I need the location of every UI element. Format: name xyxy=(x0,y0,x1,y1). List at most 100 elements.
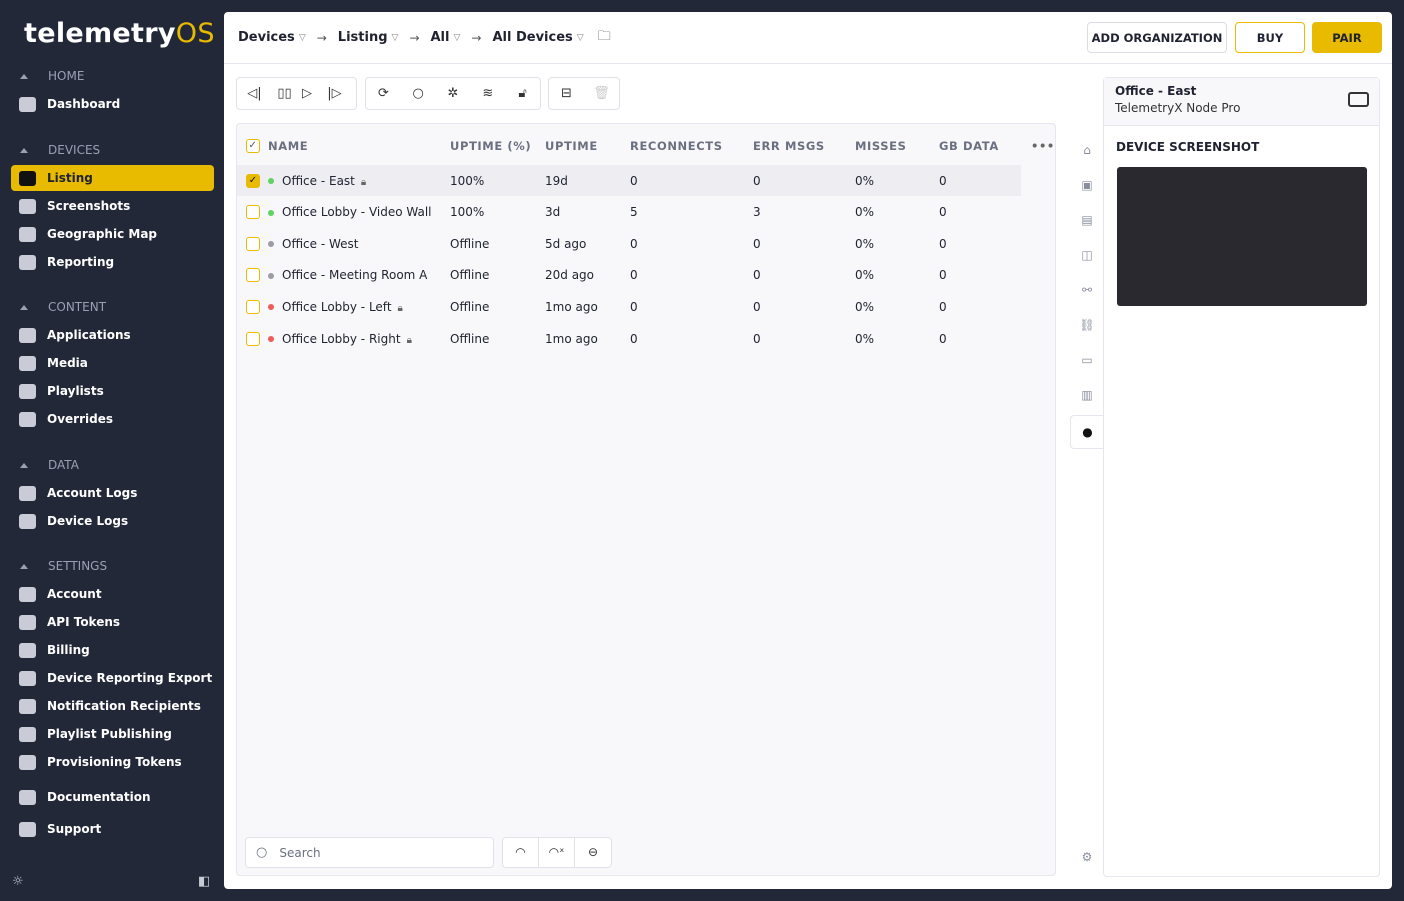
sidebar-item-provisioning-tokens[interactable]: Provisioning Tokens xyxy=(11,749,214,775)
device-name: Office Lobby - Right xyxy=(282,331,401,346)
buy-button[interactable]: BUY xyxy=(1235,22,1305,53)
column-name[interactable]: NAME xyxy=(268,138,309,153)
device-screenshot[interactable] xyxy=(1117,167,1367,306)
gear-icon[interactable]: ⚙ xyxy=(1081,850,1093,864)
device-name-cell[interactable]: Office - East 🔒︎ xyxy=(268,174,366,188)
newspaper-icon[interactable]: ▥ xyxy=(1081,388,1093,402)
row-checkbox[interactable] xyxy=(246,331,260,346)
sidebar-item-listing[interactable]: Listing xyxy=(11,165,214,191)
add-organization-button[interactable]: ADD ORGANIZATION xyxy=(1087,22,1227,53)
collapse-sidebar-icon[interactable]: ◧ xyxy=(198,874,211,889)
sidebar-item-label: Device Logs xyxy=(47,514,129,528)
theme-toggle-icon[interactable]: ☼ xyxy=(12,874,24,889)
sidebar-item-dashboard[interactable]: Dashboard xyxy=(11,91,214,117)
cell-err: 0 xyxy=(753,173,761,188)
section-data[interactable]: DATA xyxy=(20,458,79,472)
sidebar-item-playlist-publishing[interactable]: Playlist Publishing xyxy=(11,721,214,747)
table-row[interactable]: Office Lobby - Right 🔒︎ Offline 1mo ago 0 0 0%… xyxy=(237,323,1021,354)
next-icon[interactable]: |▷ xyxy=(327,86,342,101)
wifi-off-icon[interactable]: ◠ˣ xyxy=(539,838,575,867)
row-checkbox[interactable] xyxy=(246,268,260,283)
lock-icon: 🔒︎ xyxy=(406,334,412,346)
bug-icon[interactable]: ✲ xyxy=(447,86,459,101)
minus-square-icon[interactable]: ⊟ xyxy=(561,86,572,101)
section-title: DEVICE SCREENSHOT xyxy=(1116,140,1260,154)
breadcrumb-devices[interactable]: Devices ▽ xyxy=(238,30,306,45)
column-uptime[interactable]: UPTIME xyxy=(545,138,598,153)
device-name-cell[interactable]: Office Lobby - Left 🔒︎ xyxy=(268,300,403,314)
device-name-cell[interactable]: Office - Meeting Room A xyxy=(268,268,427,282)
gauge-icon[interactable]: ◫ xyxy=(1081,248,1093,262)
settings-sliders-icon[interactable]: ▤ xyxy=(1081,213,1093,227)
table-row[interactable]: Office Lobby - Video Wall 100% 3d 5 3 0% 0 xyxy=(237,197,1021,228)
camera-icon[interactable]: ● xyxy=(1070,415,1104,449)
minus-circle-icon[interactable]: ⊖ xyxy=(587,845,599,859)
row-checkbox[interactable] xyxy=(246,205,260,220)
folder-icon[interactable]: 🗀 xyxy=(597,28,611,44)
column-gb-data[interactable]: GB DATA xyxy=(939,138,999,153)
more-options-icon[interactable]: ••• xyxy=(1031,138,1055,153)
section-home[interactable]: HOME xyxy=(20,69,84,83)
trash-icon[interactable]: 🗑︎ xyxy=(593,86,610,101)
sidebar-item-api-tokens[interactable]: API Tokens xyxy=(11,609,214,635)
sidebar-item-playlists[interactable]: Playlists xyxy=(11,378,214,404)
bank-icon[interactable]: ⌂ xyxy=(1083,143,1091,157)
clipboard-icon[interactable]: ▭ xyxy=(1081,353,1093,367)
sidebar-item-account-logs[interactable]: Account Logs xyxy=(11,480,214,506)
row-checkbox[interactable]: ✓ xyxy=(246,173,260,188)
breadcrumb-all-devices[interactable]: All Devices ▽ xyxy=(492,30,584,45)
device-name-cell[interactable]: Office - West xyxy=(268,237,359,251)
play-icon[interactable]: ▷ xyxy=(302,86,312,101)
breadcrumb-listing[interactable]: Listing ▽ xyxy=(337,30,399,45)
cell-misses: 0% xyxy=(855,268,875,283)
table-row[interactable]: Office - Meeting Room A Offline 20d ago 0 0 0… xyxy=(237,260,1021,291)
pause-icon[interactable]: ▯▯ xyxy=(277,86,292,101)
plug-icon[interactable]: ⚯ xyxy=(1081,283,1093,297)
sidebar-item-applications[interactable]: Applications xyxy=(11,322,214,348)
section-devices[interactable]: DEVICES xyxy=(20,143,100,157)
sidebar-item-documentation[interactable]: Documentation xyxy=(11,784,214,810)
select-all-checkbox[interactable]: ✓ xyxy=(246,138,260,153)
device-name-cell[interactable]: Office Lobby - Right 🔒︎ xyxy=(268,332,412,346)
sidebar-item-billing[interactable]: Billing xyxy=(11,637,214,663)
cell-uptime-pct: Offline xyxy=(450,299,490,314)
sidebar-item-geographic-map[interactable]: Geographic Map xyxy=(11,221,214,247)
sidebar-item-reporting[interactable]: Reporting xyxy=(11,249,214,275)
search-input[interactable]: ○ Search xyxy=(245,837,494,868)
sidebar-item-support[interactable]: Support xyxy=(11,816,214,842)
unlock-icon[interactable]: 🔓︎ xyxy=(518,86,527,101)
search-icon: ○ xyxy=(256,845,268,860)
sidebar-item-notification-recipients[interactable]: Notification Recipients xyxy=(11,693,214,719)
column-err-msgs[interactable]: ERR MSGS xyxy=(753,138,825,153)
sidebar-item-overrides[interactable]: Overrides xyxy=(11,406,214,432)
sidebar-item-media[interactable]: Media xyxy=(11,350,214,376)
row-checkbox[interactable] xyxy=(246,299,260,314)
database-icon[interactable]: ≋ xyxy=(482,86,494,101)
column-misses[interactable]: MISSES xyxy=(855,138,907,153)
device-name-cell[interactable]: Office Lobby - Video Wall xyxy=(268,205,432,219)
sidebar-item-screenshots[interactable]: Screenshots xyxy=(11,193,214,219)
pair-button[interactable]: PAIR xyxy=(1312,22,1382,53)
sidebar-item-account[interactable]: Account xyxy=(11,581,214,607)
screen-icon[interactable]: ▣ xyxy=(1081,178,1093,192)
refresh-icon[interactable]: ⟳ xyxy=(377,86,389,101)
column-uptime-pct[interactable]: UPTIME (%) xyxy=(450,138,532,153)
network-icon[interactable]: ⛓ xyxy=(1079,318,1095,332)
table-row[interactable]: Office Lobby - Left 🔒︎ Offline 1mo ago 0 0 0% 0 xyxy=(237,291,1021,322)
breadcrumb-all[interactable]: All ▽ xyxy=(430,30,461,45)
logo[interactable]: telemetryOS xyxy=(24,18,215,49)
section-settings[interactable]: SETTINGS xyxy=(20,559,107,573)
table-row[interactable]: ✓ Office - East 🔒︎ 100% 19d 0 0 0% 0 xyxy=(237,165,1021,196)
wifi-icon[interactable]: ◠ xyxy=(503,838,539,867)
section-content[interactable]: CONTENT xyxy=(20,300,106,314)
lock-icon: 🔒︎ xyxy=(397,302,403,314)
sidebar-item-device-logs[interactable]: Device Logs xyxy=(11,508,214,534)
power-icon[interactable]: ○ xyxy=(412,86,424,101)
cube-icon xyxy=(19,327,36,343)
row-checkbox[interactable] xyxy=(246,236,260,251)
column-reconnects[interactable]: RECONNECTS xyxy=(630,138,723,153)
sidebar-item-device-reporting-export[interactable]: Device Reporting Export xyxy=(11,665,214,691)
table-row[interactable]: Office - West Offline 5d ago 0 0 0% 0 xyxy=(237,228,1021,259)
status-dot xyxy=(268,272,274,279)
previous-icon[interactable]: ◁| xyxy=(247,86,262,101)
